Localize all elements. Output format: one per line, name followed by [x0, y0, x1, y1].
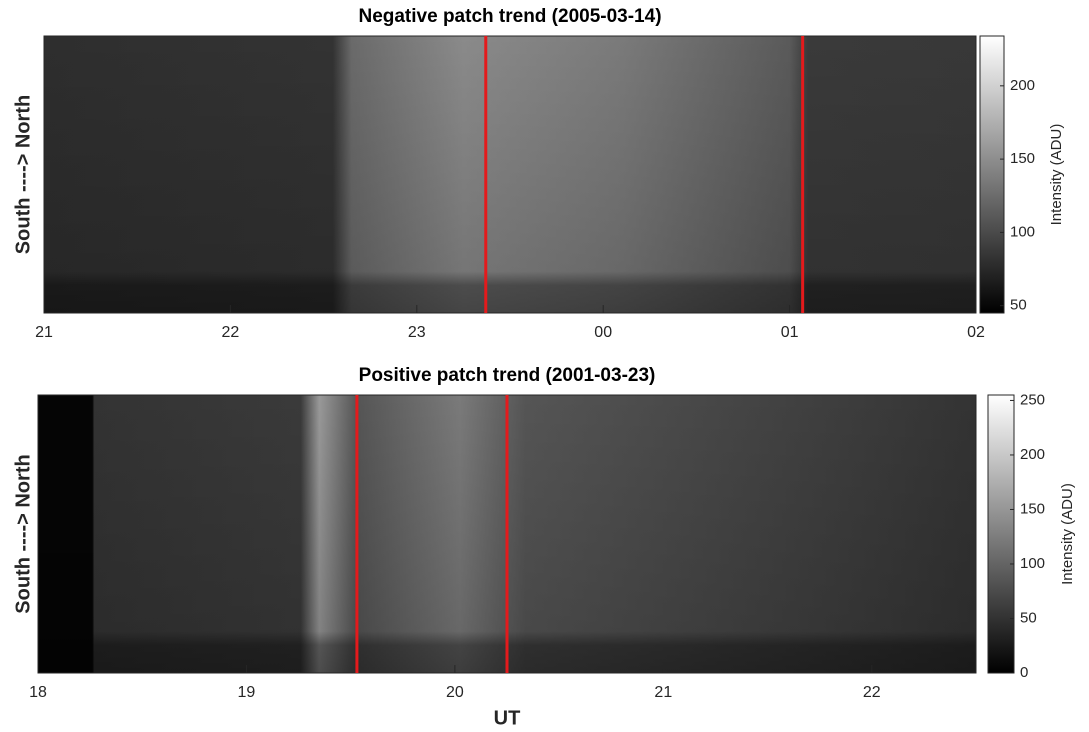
colorbar-tick-label: 200: [1010, 77, 1035, 94]
x-tick-label: 19: [238, 684, 256, 701]
y-axis-label: South ----> North: [12, 454, 34, 613]
plot-frame: [43, 35, 977, 314]
y-axis-label: South ----> North: [12, 95, 34, 254]
colorbar-tick-label: 0: [1020, 664, 1028, 681]
x-tick-label: 22: [222, 324, 240, 341]
x-axis-label: UT: [494, 707, 521, 729]
keogram-shade: [44, 36, 976, 313]
x-tick-label: 21: [654, 684, 672, 701]
x-tick-label: 02: [967, 324, 985, 341]
x-tick-label: 00: [594, 324, 612, 341]
colorbar-tick-label: 50: [1020, 609, 1037, 626]
colorbar: [979, 35, 1005, 314]
colorbar-tick-label: 200: [1020, 446, 1045, 463]
x-tick-label: 18: [29, 684, 47, 701]
colorbar-label: Intensity (ADU): [1048, 124, 1065, 226]
x-tick-label: 21: [35, 324, 53, 341]
colorbar-tick-label: 50: [1010, 297, 1027, 314]
colorbar-label: Intensity (ADU): [1059, 483, 1076, 585]
colorbar-tick-label: 100: [1010, 223, 1035, 240]
colorbar-tick-label: 150: [1010, 150, 1035, 167]
colorbar-tick-label: 100: [1020, 555, 1045, 572]
x-tick-label: 20: [446, 684, 464, 701]
colorbar-tick-label: 150: [1020, 500, 1045, 517]
colorbar: [987, 394, 1015, 674]
chart-title: Positive patch trend (2001-03-23): [359, 365, 656, 386]
x-tick-label: 01: [781, 324, 799, 341]
chart-title: Negative patch trend (2005-03-14): [358, 6, 661, 27]
colorbar-tick-label: 250: [1020, 391, 1045, 408]
x-tick-label: 23: [408, 324, 426, 341]
x-tick-label: 22: [863, 684, 881, 701]
